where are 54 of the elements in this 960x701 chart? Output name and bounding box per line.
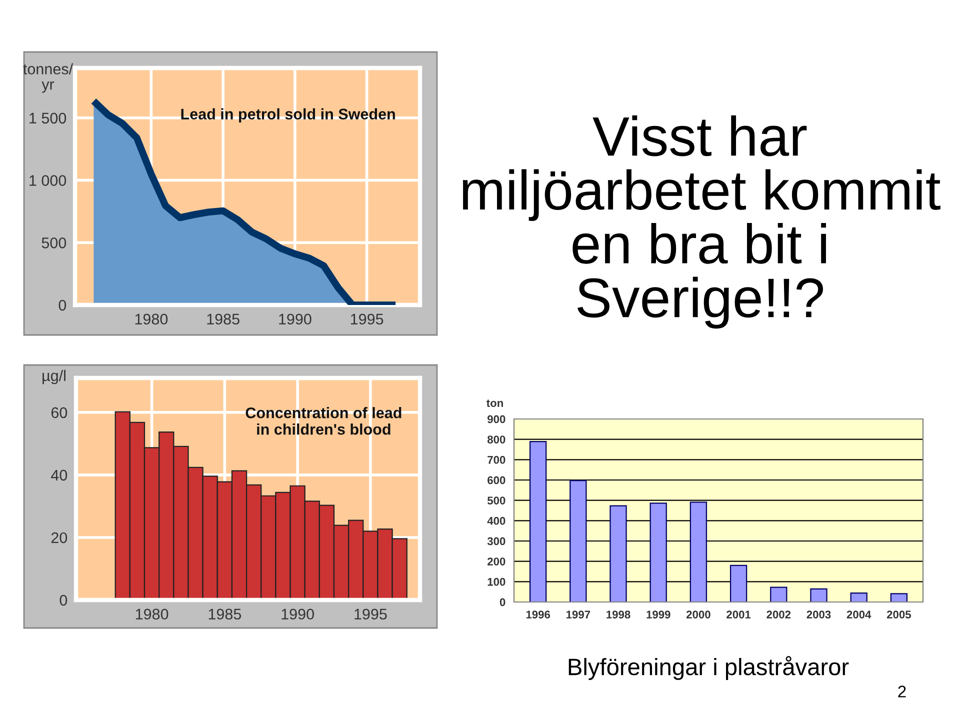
y-tick-label: 700	[488, 456, 506, 464]
bar	[890, 593, 908, 602]
y-tick-label: 400	[487, 516, 506, 525]
y-tick-label: 40	[51, 470, 68, 481]
x-tick-label: 2002	[766, 610, 791, 618]
text: Visst har miljöarbetet kommit en bra bit i Sverige!!?	[462, 115, 940, 329]
x-tick-label: 1990	[282, 608, 314, 620]
x-tick-label: 1997	[566, 610, 590, 618]
x-tick-label: 1995	[354, 608, 387, 620]
y-tick-label: 60	[51, 407, 68, 418]
y-tick-label: 500	[42, 238, 66, 248]
x-tick-label: 2000	[686, 610, 710, 618]
x-tick-label: 2001	[726, 610, 751, 618]
y-tick-label: 200	[488, 558, 506, 566]
text: Blyföreningar i plastråvaror	[568, 656, 849, 680]
y-tick-label: 600	[488, 476, 506, 484]
x-tick-label: 2005	[886, 610, 911, 618]
x-tick-label: 1980	[136, 608, 168, 620]
y-tick-label: 800	[487, 436, 506, 444]
y-tick-label: 100	[488, 578, 506, 586]
x-tick-label: 2003	[806, 610, 831, 619]
x-tick-label: 1999	[646, 610, 670, 618]
bar	[690, 502, 708, 602]
text: 2	[898, 686, 906, 698]
x-tick-label: 1995	[350, 314, 384, 325]
y-tick-label: 20	[51, 532, 68, 544]
text: Concentration of lead in children's blood	[246, 407, 402, 435]
y-tick-label: 900	[488, 415, 506, 424]
x-tick-label: 2004	[846, 610, 872, 618]
y-tick-label: 500	[487, 496, 506, 504]
text: Lead in petrol sold in Sweden	[181, 108, 395, 123]
bar	[610, 505, 627, 602]
bar	[770, 586, 788, 602]
x-tick-label: 1998	[606, 610, 630, 618]
y-axis-title: tonnes/ yr	[23, 63, 74, 93]
x-tick-label: 1996	[526, 610, 550, 618]
bar	[529, 441, 547, 602]
y-tick-label: 0	[58, 300, 66, 311]
y-axis-title: µg/l	[42, 370, 66, 384]
bar	[730, 564, 748, 602]
y-tick-label: 0	[500, 598, 506, 606]
x-tick-label: 1985	[207, 314, 240, 325]
x-tick-label: 1990	[279, 314, 312, 325]
bar	[650, 502, 667, 602]
y-tick-label: 300	[487, 537, 506, 546]
bar	[810, 588, 828, 602]
y-tick-label: 0	[60, 594, 68, 606]
x-tick-label: 1980	[135, 314, 168, 325]
bar	[850, 592, 868, 602]
y-tick-label: 1 000	[30, 175, 66, 186]
y-tick-label: 1 500	[30, 112, 66, 124]
y-axis-title: ton	[486, 400, 503, 407]
x-tick-label: 1985	[208, 608, 242, 620]
bar	[570, 480, 587, 602]
